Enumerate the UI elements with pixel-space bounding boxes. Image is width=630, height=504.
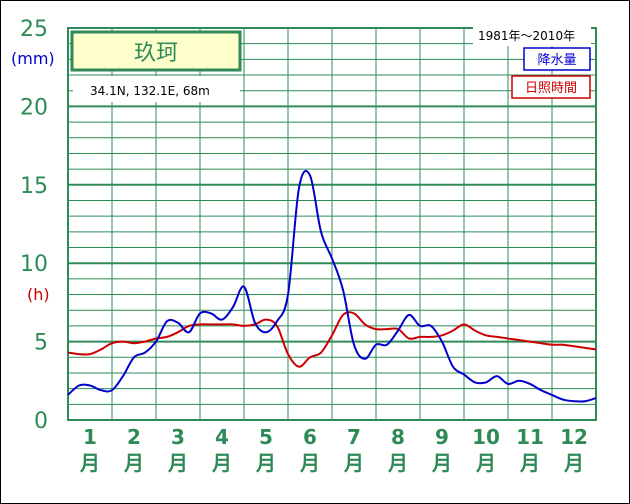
y-tick-label: 0 — [34, 409, 48, 434]
month-number-label: 1 — [83, 425, 97, 449]
legend: 1981年～2010年 降水量 日照時間 — [473, 24, 591, 99]
month-number-label: 7 — [347, 425, 361, 449]
legend-sunshine-label: 日照時間 — [525, 81, 577, 96]
y-tick-label: 15 — [20, 174, 48, 199]
month-suffix-label: 月 — [211, 451, 232, 475]
month-number-label: 8 — [391, 425, 405, 449]
location-text: 34.1N, 132.1E, 68m — [90, 84, 210, 98]
month-number-label: 5 — [259, 425, 273, 449]
location-box: 34.1N, 132.1E, 68m — [73, 76, 240, 102]
station-box: 玖珂 — [70, 30, 242, 72]
month-number-label: 12 — [560, 425, 588, 449]
month-suffix-label: 月 — [431, 451, 452, 475]
legend-precip-label: 降水量 — [537, 53, 576, 68]
month-suffix-label: 月 — [123, 451, 144, 475]
period-text: 1981年～2010年 — [478, 29, 575, 43]
month-suffix-label: 月 — [387, 451, 408, 475]
month-suffix-label: 月 — [167, 451, 188, 475]
month-suffix-label: 月 — [299, 451, 320, 475]
month-number-label: 3 — [171, 425, 185, 449]
y-axis-ticks: 0 5 10 15 20 25 — [20, 17, 48, 434]
month-number-label: 6 — [303, 425, 317, 449]
month-suffix-label: 月 — [519, 451, 540, 475]
month-number-label: 2 — [127, 425, 141, 449]
month-suffix-label: 月 — [79, 451, 100, 475]
sunshine-unit-label: (h) — [27, 285, 50, 304]
series-lines — [67, 169, 597, 403]
month-number-label: 10 — [472, 425, 500, 449]
station-name: 玖珂 — [134, 41, 178, 66]
legend-sunshine-box — [511, 75, 591, 99]
y-tick-label: 20 — [20, 95, 48, 120]
y-tick-label: 25 — [20, 17, 48, 42]
month-number-label: 11 — [516, 425, 544, 449]
month-suffix-label: 月 — [563, 451, 584, 475]
y-tick-label: 10 — [20, 252, 48, 277]
plot-grid — [67, 27, 597, 421]
month-number-label: 4 — [215, 425, 229, 449]
sunshine-line — [67, 311, 597, 368]
month-suffix-label: 月 — [475, 451, 496, 475]
month-suffix-label: 月 — [255, 451, 276, 475]
month-number-label: 9 — [435, 425, 449, 449]
precip-unit-label: (mm) — [11, 49, 55, 68]
precip-line — [67, 169, 597, 403]
month-suffix-label: 月 — [343, 451, 364, 475]
y-tick-label: 5 — [34, 331, 48, 356]
legend-precip-box — [523, 47, 591, 71]
